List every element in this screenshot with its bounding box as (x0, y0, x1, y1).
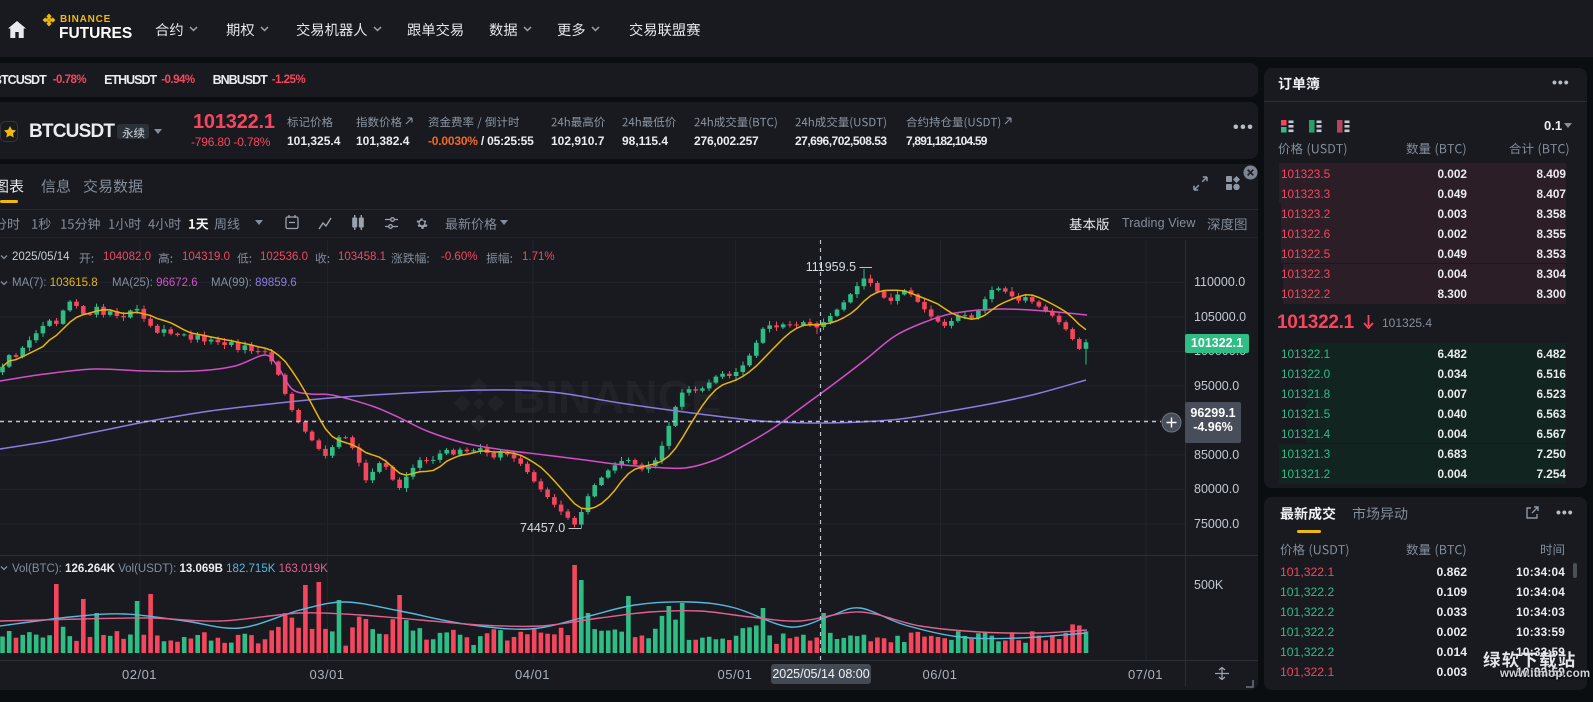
svg-text:74457.0 —: 74457.0 — (520, 521, 582, 535)
svg-text:111959.5 —: 111959.5 — (806, 260, 873, 274)
svg-text:BINANCE: BINANCE (512, 371, 722, 423)
